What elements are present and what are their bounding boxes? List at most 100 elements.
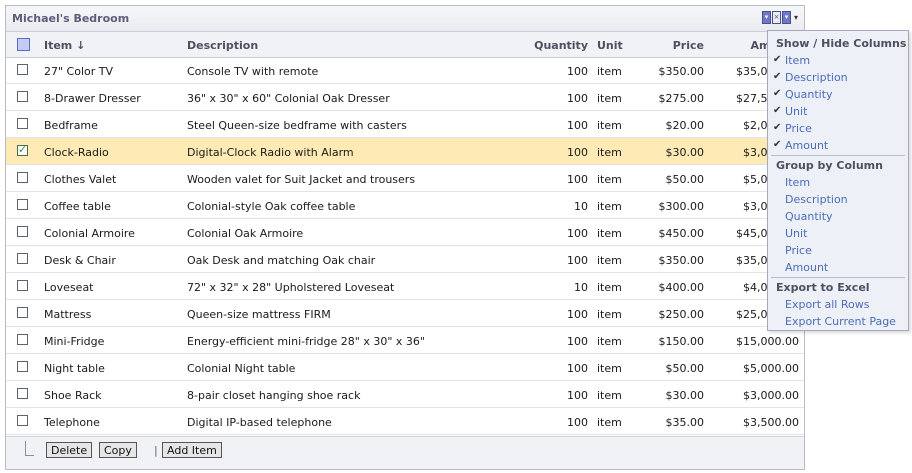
cell-unit: item (597, 227, 622, 240)
table-row[interactable]: Mattress Queen-size mattress FIRM 100 it… (6, 300, 804, 327)
column-header-row: Item ↓ Description Quantity Unit Price A… (6, 32, 804, 58)
add-item-button[interactable]: Add Item (162, 442, 222, 458)
cell-item: Clock-Radio (44, 146, 109, 159)
grid-menu-icon[interactable]: ▾ (782, 11, 791, 24)
cell-price: $50.00 (665, 362, 705, 375)
menu-item-show-unit[interactable]: Unit (785, 105, 808, 118)
table-row[interactable]: Telephone Digital IP-based telephone 100… (6, 408, 804, 435)
grid-toolbar: ▾ × ▾ ▾ (762, 11, 800, 24)
column-header-price[interactable]: Price (672, 39, 704, 52)
column-header-quantity[interactable]: Quantity (534, 39, 588, 52)
cell-amount: $3,000.00 (743, 389, 799, 402)
table-row[interactable]: Coffee table Colonial-style Oak coffee t… (6, 192, 804, 219)
cell-description: Console TV with remote (187, 65, 319, 78)
menu-item-group-unit[interactable]: Unit (785, 227, 808, 240)
cell-unit: item (597, 335, 622, 348)
select-all-checkbox[interactable] (17, 38, 30, 51)
cell-item: Mini-Fridge (44, 335, 105, 348)
column-header-unit[interactable]: Unit (597, 39, 623, 52)
table-row[interactable]: Bedframe Steel Queen-size bedframe with … (6, 111, 804, 138)
row-checkbox[interactable] (17, 118, 28, 129)
cell-price: $20.00 (665, 119, 705, 132)
menu-item-show-price[interactable]: Price (785, 122, 812, 135)
table-row[interactable]: Shoe Rack 8-pair closet hanging shoe rac… (6, 381, 804, 408)
row-checkbox[interactable] (17, 361, 28, 372)
cell-quantity: 100 (567, 146, 588, 159)
chevron-down-icon[interactable]: ▾ (793, 13, 798, 22)
table-row[interactable]: Clothes Valet Wooden valet for Suit Jack… (6, 165, 804, 192)
menu-item-show-item[interactable]: Item (785, 54, 811, 67)
row-checkbox[interactable] (17, 388, 28, 399)
menu-item-show-description[interactable]: Description (785, 71, 848, 84)
table-row[interactable]: Night table Colonial Night table 100 ite… (6, 354, 804, 381)
menu-item-group-price[interactable]: Price (785, 244, 812, 257)
cell-item: Night table (44, 362, 105, 375)
row-checkbox[interactable] (17, 334, 28, 345)
menu-item-show-amount[interactable]: Amount (785, 139, 829, 152)
table-row[interactable]: 27" Color TV Console TV with remote 100 … (6, 57, 804, 84)
cell-description: Colonial Oak Armoire (187, 227, 304, 240)
table-row[interactable]: Loveseat 72" x 32" x 28" Upholstered Lov… (6, 273, 804, 300)
grid-close-icon[interactable]: × (772, 11, 781, 24)
cell-quantity: 100 (567, 227, 588, 240)
row-checkbox[interactable] (17, 307, 28, 318)
row-checkbox[interactable] (17, 280, 28, 291)
cell-unit: item (597, 92, 622, 105)
row-checkbox[interactable] (17, 91, 28, 102)
table-row[interactable]: 8-Drawer Dresser 36" x 30" x 60" Colonia… (6, 84, 804, 111)
delete-button[interactable]: Delete (46, 442, 93, 458)
grid-titlebar: Michael's Bedroom ▾ × ▾ ▾ (6, 6, 804, 32)
cell-price: $400.00 (658, 281, 705, 294)
cell-price: $350.00 (658, 254, 705, 267)
cell-unit: item (597, 173, 622, 186)
menu-item-group-description[interactable]: Description (785, 193, 848, 206)
cell-quantity: 100 (567, 389, 588, 402)
menu-divider (771, 277, 905, 278)
table-row[interactable]: Colonial Armoire Colonial Oak Armoire 10… (6, 219, 804, 246)
cell-price: $30.00 (665, 389, 705, 402)
cell-quantity: 10 (574, 200, 588, 213)
cell-unit: item (597, 362, 622, 375)
grid-settings-icon[interactable]: ▾ (762, 11, 771, 24)
row-checkbox-checked[interactable] (17, 143, 28, 156)
cell-description: Wooden valet for Suit Jacket and trouser… (187, 173, 416, 186)
cell-amount: $5,000.00 (743, 362, 799, 375)
table-row[interactable]: Desk & Chair Oak Desk and matching Oak c… (6, 246, 804, 273)
cell-item: Telephone (44, 416, 100, 429)
table-row[interactable]: Mini-Fridge Energy-efficient mini-fridge… (6, 327, 804, 354)
cell-item: Mattress (44, 308, 92, 321)
cell-quantity: 10 (574, 281, 588, 294)
menu-item-show-quantity[interactable]: Quantity (785, 88, 833, 101)
cell-item: Bedframe (44, 119, 98, 132)
cell-unit: item (597, 254, 622, 267)
copy-button[interactable]: Copy (99, 442, 137, 458)
row-checkbox[interactable] (17, 172, 28, 183)
row-checkbox[interactable] (17, 199, 28, 210)
cell-unit: item (597, 65, 622, 78)
cell-item: 8-Drawer Dresser (44, 92, 141, 105)
cell-price: $450.00 (658, 227, 705, 240)
checkmark-icon: ✔ (773, 105, 782, 116)
cell-price: $35.00 (665, 416, 705, 429)
menu-item-export-all[interactable]: Export all Rows (785, 298, 870, 311)
checkmark-icon: ✔ (773, 139, 782, 150)
menu-item-group-quantity[interactable]: Quantity (785, 210, 833, 223)
cell-description: Queen-size mattress FIRM (187, 308, 331, 321)
row-checkbox[interactable] (17, 64, 28, 75)
cell-unit: item (597, 119, 622, 132)
row-checkbox[interactable] (17, 253, 28, 264)
cell-amount: $3,500.00 (743, 416, 799, 429)
menu-section-show-hide: Show / Hide Columns (776, 37, 907, 50)
row-checkbox[interactable] (17, 226, 28, 237)
column-header-description[interactable]: Description (187, 39, 259, 52)
grid-title: Michael's Bedroom (12, 12, 130, 25)
column-header-item[interactable]: Item ↓ (44, 39, 86, 52)
menu-item-group-item[interactable]: Item (785, 176, 811, 189)
checkmark-icon: ✔ (773, 88, 782, 99)
checkmark-icon: ✔ (773, 71, 782, 82)
table-row-selected[interactable]: Clock-Radio Digital-Clock Radio with Ala… (6, 138, 804, 165)
menu-item-group-amount[interactable]: Amount (785, 261, 829, 274)
cell-amount: $15,000.00 (736, 335, 799, 348)
menu-item-export-page[interactable]: Export Current Page (785, 315, 896, 328)
row-checkbox[interactable] (17, 415, 28, 426)
